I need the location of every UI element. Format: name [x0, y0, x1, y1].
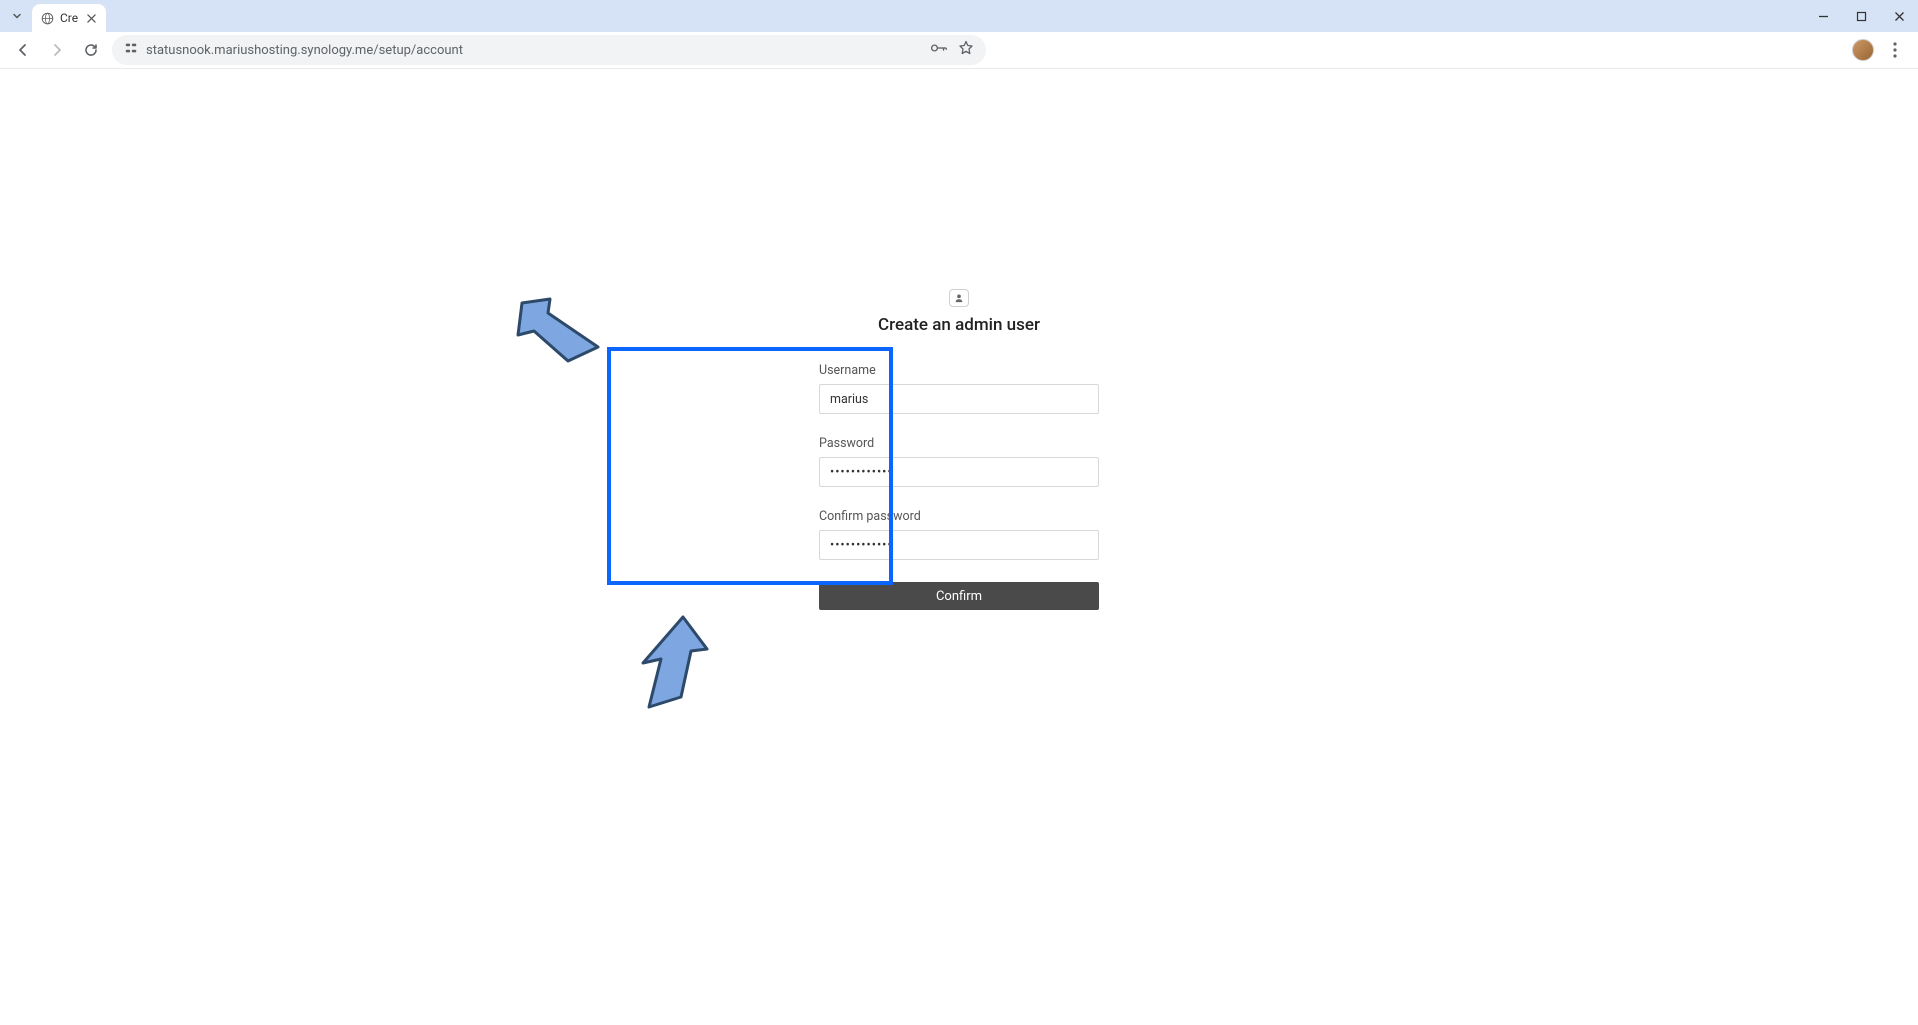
site-settings-icon[interactable] [124, 41, 138, 59]
confirm-password-input[interactable] [819, 530, 1099, 560]
window-controls [1804, 0, 1918, 32]
password-input[interactable] [819, 457, 1099, 487]
annotation-arrow-bottom [625, 609, 715, 719]
close-tab-icon[interactable] [84, 11, 98, 25]
page-content: Create an admin user Username Password C… [0, 69, 1918, 1025]
user-icon [949, 289, 969, 307]
username-input[interactable] [819, 384, 1099, 414]
tab-dropdown-icon[interactable] [8, 4, 26, 28]
annotation-arrow-top [510, 291, 610, 371]
browser-titlebar: Cre [0, 0, 1918, 32]
browser-tab[interactable]: Cre [32, 4, 106, 32]
address-bar[interactable]: statusnook.mariushosting.synology.me/set… [112, 35, 986, 65]
password-label: Password [819, 436, 1099, 451]
maximize-button[interactable] [1842, 0, 1880, 32]
setup-form: Create an admin user Username Password C… [819, 289, 1099, 610]
url-text: statusnook.mariushosting.synology.me/set… [146, 43, 922, 58]
globe-icon [40, 11, 54, 25]
forward-button[interactable] [44, 37, 70, 63]
close-window-button[interactable] [1880, 0, 1918, 32]
confirm-button[interactable]: Confirm [819, 582, 1099, 610]
bookmark-star-icon[interactable] [958, 40, 974, 60]
tab-title: Cre [60, 11, 78, 25]
reload-button[interactable] [78, 37, 104, 63]
password-key-icon[interactable] [930, 41, 948, 59]
browser-toolbar: statusnook.mariushosting.synology.me/set… [0, 32, 1918, 68]
username-label: Username [819, 363, 1099, 378]
form-title: Create an admin user [819, 315, 1099, 335]
back-button[interactable] [10, 37, 36, 63]
minimize-button[interactable] [1804, 0, 1842, 32]
profile-avatar[interactable] [1852, 39, 1874, 61]
confirm-password-label: Confirm password [819, 509, 1099, 524]
browser-menu-icon[interactable] [1882, 37, 1908, 63]
